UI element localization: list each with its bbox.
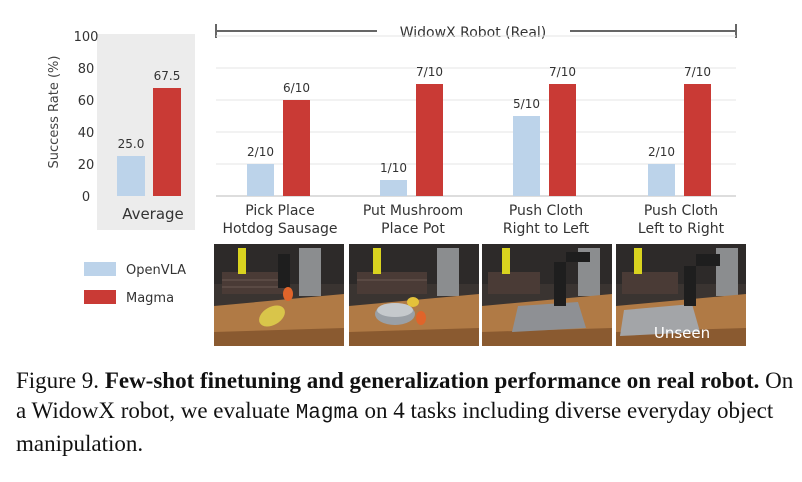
task-category-labels: Pick Place Hotdog Sausage Put Mushroom Plac…: [222, 203, 724, 237]
task-category-label: Left to Right: [638, 221, 725, 237]
task-bar-magma: [416, 84, 443, 196]
task-category-label: Pick Place: [245, 203, 315, 219]
y-tick-label: 20: [78, 158, 95, 173]
task-bar-openvla: [513, 116, 540, 196]
average-bar-label: 67.5: [154, 69, 181, 83]
y-tick-label: 60: [78, 94, 95, 109]
figure-caption: Figure 9. Few-shot finetuning and genera…: [16, 366, 796, 459]
task-bar-label: 5/10: [513, 97, 540, 111]
caption-figure-label: Figure 9.: [16, 368, 100, 393]
task-bars: 2/10 6/10 1/10 7/10 5/10 7/10 2/10 7/10: [247, 65, 711, 196]
task-bar-label: 7/10: [684, 65, 711, 79]
task-bar-label: 2/10: [648, 145, 675, 159]
task-bar-openvla: [648, 164, 675, 196]
task-category-label: Place Pot: [381, 221, 445, 237]
y-axis-label: Success Rate (%): [47, 56, 62, 169]
legend-label: Magma: [126, 291, 174, 306]
caption-text-after: on 4 tasks including diverse everyday ob…: [16, 398, 774, 456]
task-bar-label: 6/10: [283, 81, 310, 95]
caption-text-before: On a WidowX robot, we evaluate: [16, 368, 794, 423]
pick-place-hotdog-photo: [214, 244, 344, 346]
task-bar-label: 1/10: [380, 161, 407, 175]
legend-swatch: [84, 290, 116, 304]
y-tick-label: 100: [74, 30, 99, 45]
push-cloth-right-left-photo: [482, 244, 612, 346]
y-tick-label: 40: [78, 126, 95, 141]
task-bar-label: 7/10: [416, 65, 443, 79]
push-cloth-left-right-photo: Unseen: [616, 244, 746, 346]
task-bar-magma: [283, 100, 310, 196]
put-mushroom-photo: [349, 244, 479, 346]
legend-box: OpenVLA Magma: [84, 262, 186, 306]
legend-swatch: [84, 262, 116, 276]
unseen-label: Unseen: [654, 324, 710, 342]
caption-mono-text: Magma: [295, 402, 359, 425]
task-category-label: Push Cloth: [644, 203, 718, 219]
task-bar-label: 7/10: [549, 65, 576, 79]
widowx-group-label: WidowX Robot (Real): [400, 25, 547, 41]
task-bar-magma: [684, 84, 711, 196]
y-tick-label: 80: [78, 62, 95, 77]
average-bar-magma: [153, 88, 181, 196]
average-bars: 25.0 67.5: [117, 69, 181, 196]
task-category-label: Right to Left: [503, 221, 590, 237]
average-bar-label: 25.0: [118, 137, 145, 151]
caption-bold-text: Few-shot finetuning and generalization p…: [104, 368, 760, 393]
task-category-label: Hotdog Sausage: [222, 221, 337, 237]
task-bar-openvla: [247, 164, 274, 196]
task-bar-magma: [549, 84, 576, 196]
task-category-label: Push Cloth: [509, 203, 583, 219]
y-tick-label: 0: [82, 190, 90, 205]
task-bar-label: 2/10: [247, 145, 274, 159]
task-category-label: Put Mushroom: [363, 203, 463, 219]
average-y-axis: 100 80 60 40 20 0: [74, 30, 99, 205]
average-bar-openvla: [117, 156, 145, 196]
task-bar-openvla: [380, 180, 407, 196]
average-category-label: Average: [122, 205, 184, 223]
figure-chart: 100 80 60 40 20 0 Success Rate (%) 25.0 67.5 A…: [47, 24, 737, 237]
legend-label: OpenVLA: [126, 263, 186, 278]
